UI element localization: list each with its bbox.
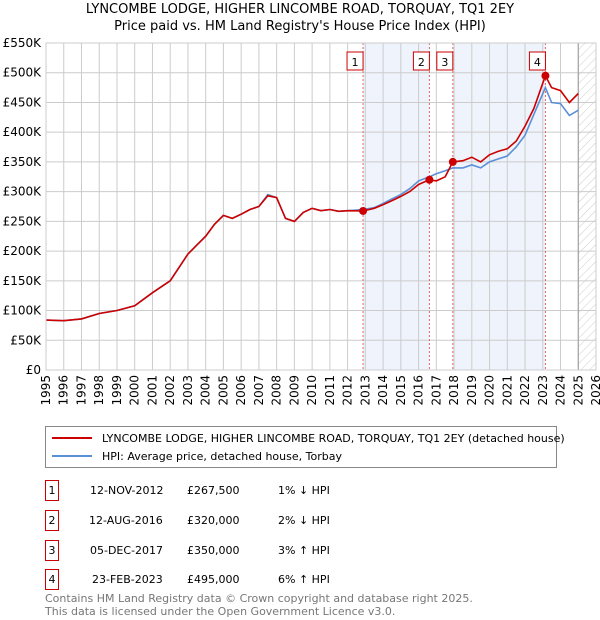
y-tick-label: £150K bbox=[3, 274, 43, 288]
chart-title: LYNCOMBE LODGE, HIGHER LINCOMBE ROAD, TO… bbox=[85, 2, 515, 17]
property-price-line bbox=[45, 73, 579, 322]
hpi-diff: 3% ↑ HPI bbox=[278, 544, 330, 557]
sale-point bbox=[541, 71, 550, 80]
x-tick-label: 2009 bbox=[287, 375, 301, 406]
x-tick-label: 2002 bbox=[163, 375, 177, 406]
marker-badge: 1 bbox=[45, 480, 59, 501]
marker-label: 2 bbox=[418, 56, 425, 69]
table-row: 1 12-NOV-2012 £267,500 1% ↓ HPI bbox=[45, 480, 445, 501]
marker-label: 4 bbox=[534, 56, 541, 69]
hpi-diff: 6% ↑ HPI bbox=[278, 573, 330, 586]
marker-badge: 4 bbox=[45, 569, 59, 590]
legend-item-hpi: HPI: Average price, detached house, Torb… bbox=[52, 448, 342, 464]
table-row: 2 12-AUG-2016 £320,000 2% ↓ HPI bbox=[45, 510, 445, 531]
x-tick-label: 2022 bbox=[518, 375, 532, 406]
sale-point bbox=[448, 157, 457, 166]
sale-price: £495,000 bbox=[187, 573, 240, 586]
x-tick-label: 2010 bbox=[305, 375, 319, 406]
sale-date: 12-NOV-2012 bbox=[90, 484, 164, 497]
x-tick-label: 2014 bbox=[376, 375, 390, 406]
marker-badge: 2 bbox=[45, 510, 59, 531]
x-tick-label: 2025 bbox=[571, 375, 585, 406]
forecast-hatch bbox=[578, 43, 596, 370]
x-tick-label: 1995 bbox=[39, 375, 53, 406]
x-tick-label: 1999 bbox=[110, 375, 124, 406]
y-tick-label: £300K bbox=[3, 185, 43, 199]
sale-date: 23-FEB-2023 bbox=[92, 573, 163, 586]
marker-label-box bbox=[412, 51, 430, 71]
y-tick-label: £550K bbox=[3, 36, 43, 50]
legend-item-property: LYNCOMBE LODGE, HIGHER LINCOMBE ROAD, TO… bbox=[52, 430, 565, 446]
table-row: 3 05-DEC-2017 £350,000 3% ↑ HPI bbox=[45, 540, 445, 561]
legend: LYNCOMBE LODGE, HIGHER LINCOMBE ROAD, TO… bbox=[45, 426, 565, 468]
plot-area: £0 £50K £100K £150K £200K £250K £300K £350K £400… bbox=[3, 36, 600, 406]
marker-label: 3 bbox=[441, 56, 448, 69]
marker-label-box bbox=[528, 51, 546, 71]
legend-swatch-red bbox=[52, 437, 92, 439]
sale-point bbox=[425, 175, 434, 184]
x-tick-label: 1997 bbox=[74, 375, 88, 406]
hpi-diff: 1% ↓ HPI bbox=[278, 484, 330, 497]
y-tick-label: £350K bbox=[3, 155, 43, 169]
x-tick-label: 2018 bbox=[447, 375, 461, 406]
x-tick-label: 2007 bbox=[252, 375, 266, 406]
sale-price: £320,000 bbox=[187, 514, 240, 527]
legend-label: HPI: Average price, detached house, Torb… bbox=[102, 449, 342, 463]
x-tick-label: 2017 bbox=[429, 375, 443, 406]
shaded-span bbox=[363, 43, 430, 370]
x-tick-label: 2008 bbox=[270, 375, 284, 406]
marker-label-box bbox=[436, 51, 454, 71]
x-tick-label: 1998 bbox=[92, 375, 106, 406]
sale-point bbox=[359, 206, 368, 215]
y-tick-label: £100K bbox=[3, 304, 43, 318]
x-tick-label: 2021 bbox=[500, 375, 514, 406]
x-tick-label: 2006 bbox=[234, 375, 248, 406]
x-tick-label: 2026 bbox=[589, 375, 600, 406]
footer-line: Contains HM Land Registry data © Crown c… bbox=[45, 592, 473, 605]
marker-label-box bbox=[346, 51, 364, 71]
plot-border bbox=[45, 42, 597, 371]
x-tick-label: 2004 bbox=[199, 375, 213, 406]
y-tick-label: £500K bbox=[3, 66, 43, 80]
x-tick-label: 2000 bbox=[128, 375, 142, 406]
x-tick-label: 2011 bbox=[323, 375, 337, 406]
footer: Contains HM Land Registry data © Crown c… bbox=[45, 592, 473, 618]
sale-price: £267,500 bbox=[187, 484, 240, 497]
marker-label: 1 bbox=[352, 56, 359, 69]
table-row: 4 23-FEB-2023 £495,000 6% ↑ HPI bbox=[45, 569, 445, 590]
legend-swatch-blue bbox=[52, 455, 92, 457]
chart-subtitle: Price paid vs. HM Land Registry's House … bbox=[114, 19, 486, 34]
sale-price: £350,000 bbox=[187, 544, 240, 557]
y-tick-label: £50K bbox=[10, 333, 42, 347]
x-tick-label: 2024 bbox=[554, 375, 568, 406]
x-tick-label: 2020 bbox=[483, 375, 497, 406]
x-tick-label: 2013 bbox=[358, 375, 372, 406]
legend-label: LYNCOMBE LODGE, HIGHER LINCOMBE ROAD, TO… bbox=[102, 431, 565, 445]
x-tick-label: 2012 bbox=[341, 375, 355, 406]
footer-line: This data is licensed under the Open Gov… bbox=[45, 605, 396, 618]
x-tick-label: 1996 bbox=[57, 375, 71, 406]
x-tick-label: 2019 bbox=[465, 375, 479, 406]
x-tick-label: 2016 bbox=[412, 375, 426, 406]
y-tick-label: £400K bbox=[3, 125, 43, 139]
y-tick-label: £200K bbox=[3, 244, 43, 258]
x-tick-label: 2015 bbox=[394, 375, 408, 406]
hpi-diff: 2% ↓ HPI bbox=[278, 514, 330, 527]
sale-date: 05-DEC-2017 bbox=[90, 544, 164, 557]
sale-date: 12-AUG-2016 bbox=[89, 514, 163, 527]
x-tick-label: 2023 bbox=[536, 375, 550, 406]
x-tick-label: 2001 bbox=[145, 375, 159, 406]
shaded-span bbox=[452, 43, 546, 370]
y-tick-label: £250K bbox=[3, 214, 43, 228]
y-tick-label: £450K bbox=[3, 95, 43, 109]
x-tick-label: 2003 bbox=[181, 375, 195, 406]
x-tick-label: 2005 bbox=[216, 375, 230, 406]
marker-badge: 3 bbox=[45, 540, 59, 561]
y-tick-label: £0 bbox=[26, 363, 41, 377]
